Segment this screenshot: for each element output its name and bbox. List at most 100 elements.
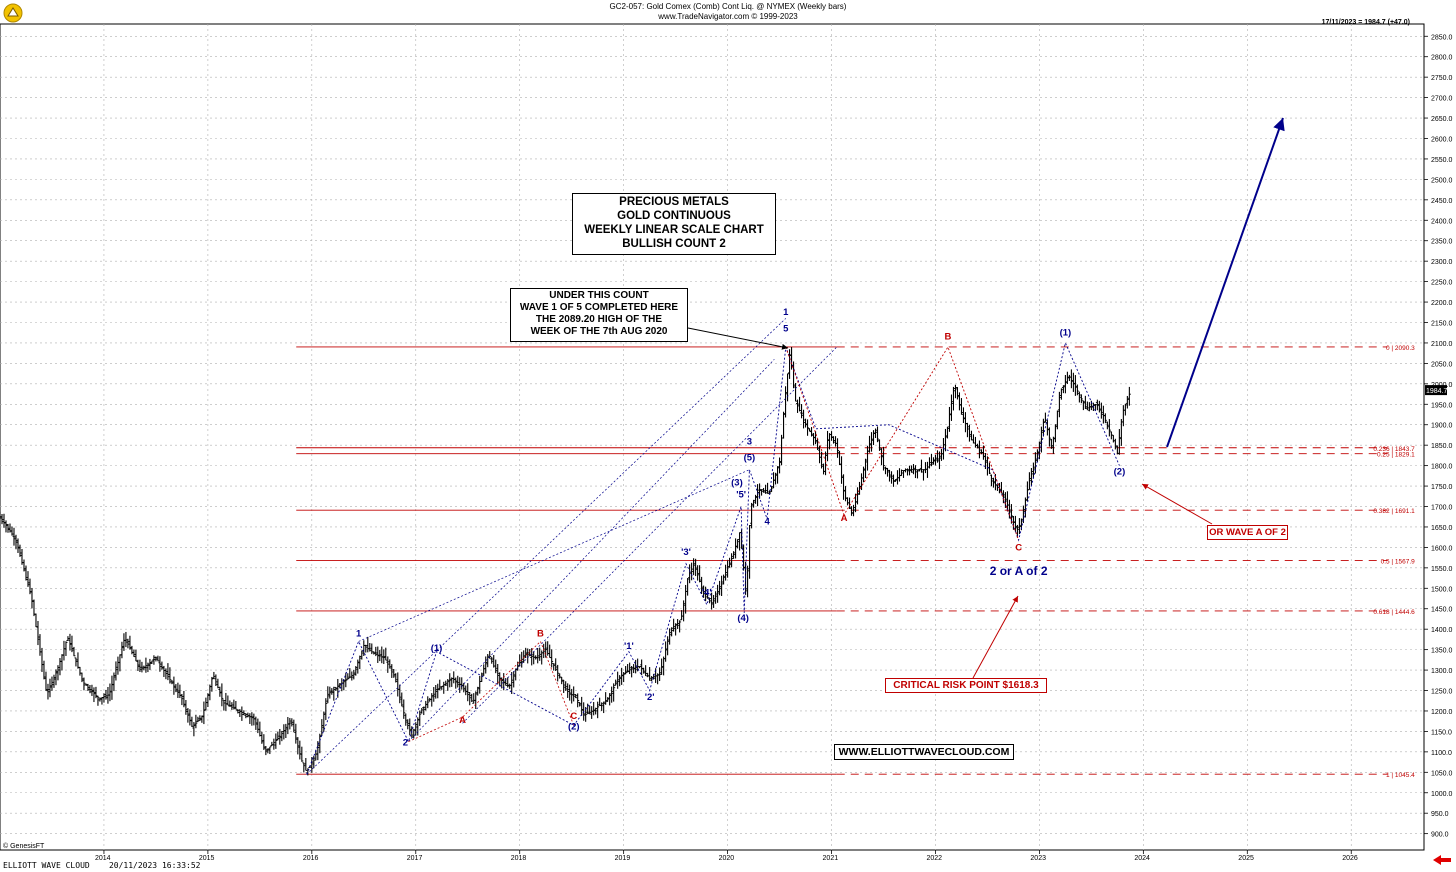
- title-line-1: PRECIOUS METALS: [619, 196, 729, 208]
- wave-label: B: [945, 332, 952, 343]
- wave-label: (2): [1114, 467, 1126, 478]
- x-tick-label: 2016: [303, 855, 319, 862]
- wave-label: 4: [764, 517, 770, 528]
- wave-label: (3): [731, 477, 743, 488]
- status-bar: ELLIOTT WAVE CLOUD 20/11/2023 16:33:52: [3, 861, 201, 870]
- x-tick-label: 2022: [926, 855, 942, 862]
- title-line-2: GOLD CONTINUOUS: [617, 210, 731, 222]
- wave-label: B: [537, 629, 544, 640]
- x-tick-label: 2019: [615, 855, 631, 862]
- x-tick-label: 2020: [719, 855, 735, 862]
- y-tick-label: 1950.0: [1431, 402, 1453, 409]
- website-label: WWW.ELLIOTTWAVECLOUD.COM: [834, 744, 1014, 760]
- wave-label: 2 or A of 2: [990, 564, 1048, 578]
- wave-label: '4': [702, 588, 712, 599]
- x-tick-label: 2025: [1238, 855, 1254, 862]
- data-provider-label: © GenesisFT: [3, 843, 45, 850]
- wave-label: 1: [356, 629, 362, 640]
- y-tick-label: 1200.0: [1431, 709, 1453, 716]
- trade-navigator-logo-icon: [3, 3, 23, 23]
- critical-risk-label: CRITICAL RISK POINT $1618.3: [885, 678, 1047, 693]
- y-tick-label: 1700.0: [1431, 505, 1453, 512]
- wave-label: '2': [645, 692, 655, 703]
- y-tick-label: 2650.0: [1431, 116, 1453, 123]
- y-tick-label: 1450.0: [1431, 607, 1453, 614]
- x-tick-label: 2014: [95, 855, 111, 862]
- ohlc-bars: [0, 346, 1131, 776]
- y-tick-label: 950.0: [1431, 811, 1449, 818]
- fib-level-label: 1 | 1045.4: [1386, 772, 1415, 779]
- scroll-left-arrow-icon[interactable]: [1432, 853, 1452, 871]
- wave-count-red: [785, 346, 1020, 541]
- y-tick-label: 1100.0: [1431, 750, 1452, 757]
- fib-level-label: 0 | 2090.3: [1386, 345, 1415, 352]
- y-tick-label: 1050.0: [1431, 770, 1453, 777]
- wave-label: '5': [736, 490, 746, 501]
- y-tick-label: 2250.0: [1431, 280, 1453, 287]
- chart-title: GC2-057: Gold Comex (Comb) Cont Liq. @ N…: [609, 2, 847, 11]
- channel-line: [408, 359, 775, 742]
- y-tick-label: 1800.0: [1431, 464, 1453, 471]
- y-tick-label: 1000.0: [1431, 791, 1453, 798]
- current-price-value: 1984.7: [1426, 388, 1448, 395]
- wave-label: 3: [747, 436, 752, 447]
- title-line-3: WEEKLY LINEAR SCALE CHART: [584, 224, 764, 236]
- x-tick-label: 2023: [1030, 855, 1046, 862]
- y-tick-label: 1500.0: [1431, 586, 1453, 593]
- y-tick-label: 2800.0: [1431, 55, 1453, 62]
- wave-count-red-2017: [408, 640, 575, 743]
- wave-label: 1: [783, 307, 789, 318]
- note-line-2: WAVE 1 OF 5 COMPLETED HERE: [519, 302, 679, 313]
- y-tick-label: 2200.0: [1431, 300, 1453, 307]
- y-tick-label: 2100.0: [1431, 341, 1453, 348]
- x-tick-label: 2026: [1342, 855, 1358, 862]
- y-tick-label: 2550.0: [1431, 157, 1453, 164]
- y-tick-label: 1150.0: [1431, 729, 1452, 736]
- x-tick-label: 2017: [407, 855, 423, 862]
- channel-line: [462, 346, 837, 724]
- alt-wave-label: OR WAVE A OF 2: [1207, 525, 1288, 540]
- y-tick-label: 2050.0: [1431, 361, 1453, 368]
- y-tick-label: 2600.0: [1431, 136, 1453, 143]
- wave-label: (1): [1060, 328, 1072, 339]
- y-tick-label: 1400.0: [1431, 627, 1453, 634]
- note-pointer-arrow: [687, 327, 789, 350]
- y-tick-label: 2400.0: [1431, 218, 1453, 225]
- wave-label: (1): [431, 643, 443, 654]
- y-tick-label: 900.0: [1431, 832, 1449, 839]
- critical-point-arrow: [972, 595, 1019, 679]
- y-tick-label: 2850.0: [1431, 34, 1453, 41]
- x-tick-label: 2015: [199, 855, 215, 862]
- current-price-tag: [1425, 385, 1447, 396]
- wave-label: A: [459, 715, 466, 726]
- y-tick-label: 2750.0: [1431, 75, 1453, 82]
- fib-level-label: 0.25 | 1829.1: [1377, 452, 1415, 459]
- last-value-label: 17/11/2023 = 1984.7 (+47.0): [1321, 19, 1410, 26]
- y-tick-label: 2150.0: [1431, 321, 1453, 328]
- wave-label: A: [841, 513, 848, 524]
- y-tick-label: 2500.0: [1431, 177, 1453, 184]
- y-tick-label: 2700.0: [1431, 96, 1453, 103]
- channel-line: [358, 469, 750, 642]
- y-tick-label: 1650.0: [1431, 525, 1453, 532]
- y-tick-label: 2450.0: [1431, 198, 1453, 205]
- x-tick-label: 2018: [511, 855, 527, 862]
- chart-title-box: PRECIOUS METALS GOLD CONTINUOUS WEEKLY L…: [572, 193, 776, 255]
- y-tick-label: 1850.0: [1431, 443, 1453, 450]
- y-tick-label: 1900.0: [1431, 423, 1453, 430]
- x-tick-label: 2021: [823, 855, 839, 862]
- note-line-1: UNDER THIS COUNT: [549, 290, 649, 301]
- wave-label: (5): [744, 453, 756, 464]
- wave-label: (4): [737, 613, 749, 624]
- x-tick-label: 2024: [1134, 855, 1150, 862]
- fib-level-label: 0.236 | 1843.7: [1373, 446, 1415, 453]
- y-tick-label: 2300.0: [1431, 259, 1453, 266]
- wave-note-box: UNDER THIS COUNT WAVE 1 OF 5 COMPLETED H…: [510, 288, 688, 342]
- plot-frame: [0, 23, 1425, 851]
- bullish-projection-arrow: [1166, 117, 1285, 448]
- y-tick-label: 1600.0: [1431, 545, 1453, 552]
- title-line-4: BULLISH COUNT 2: [622, 238, 726, 250]
- y-tick-label: 1350.0: [1431, 648, 1453, 655]
- wave-label: 5: [783, 324, 789, 335]
